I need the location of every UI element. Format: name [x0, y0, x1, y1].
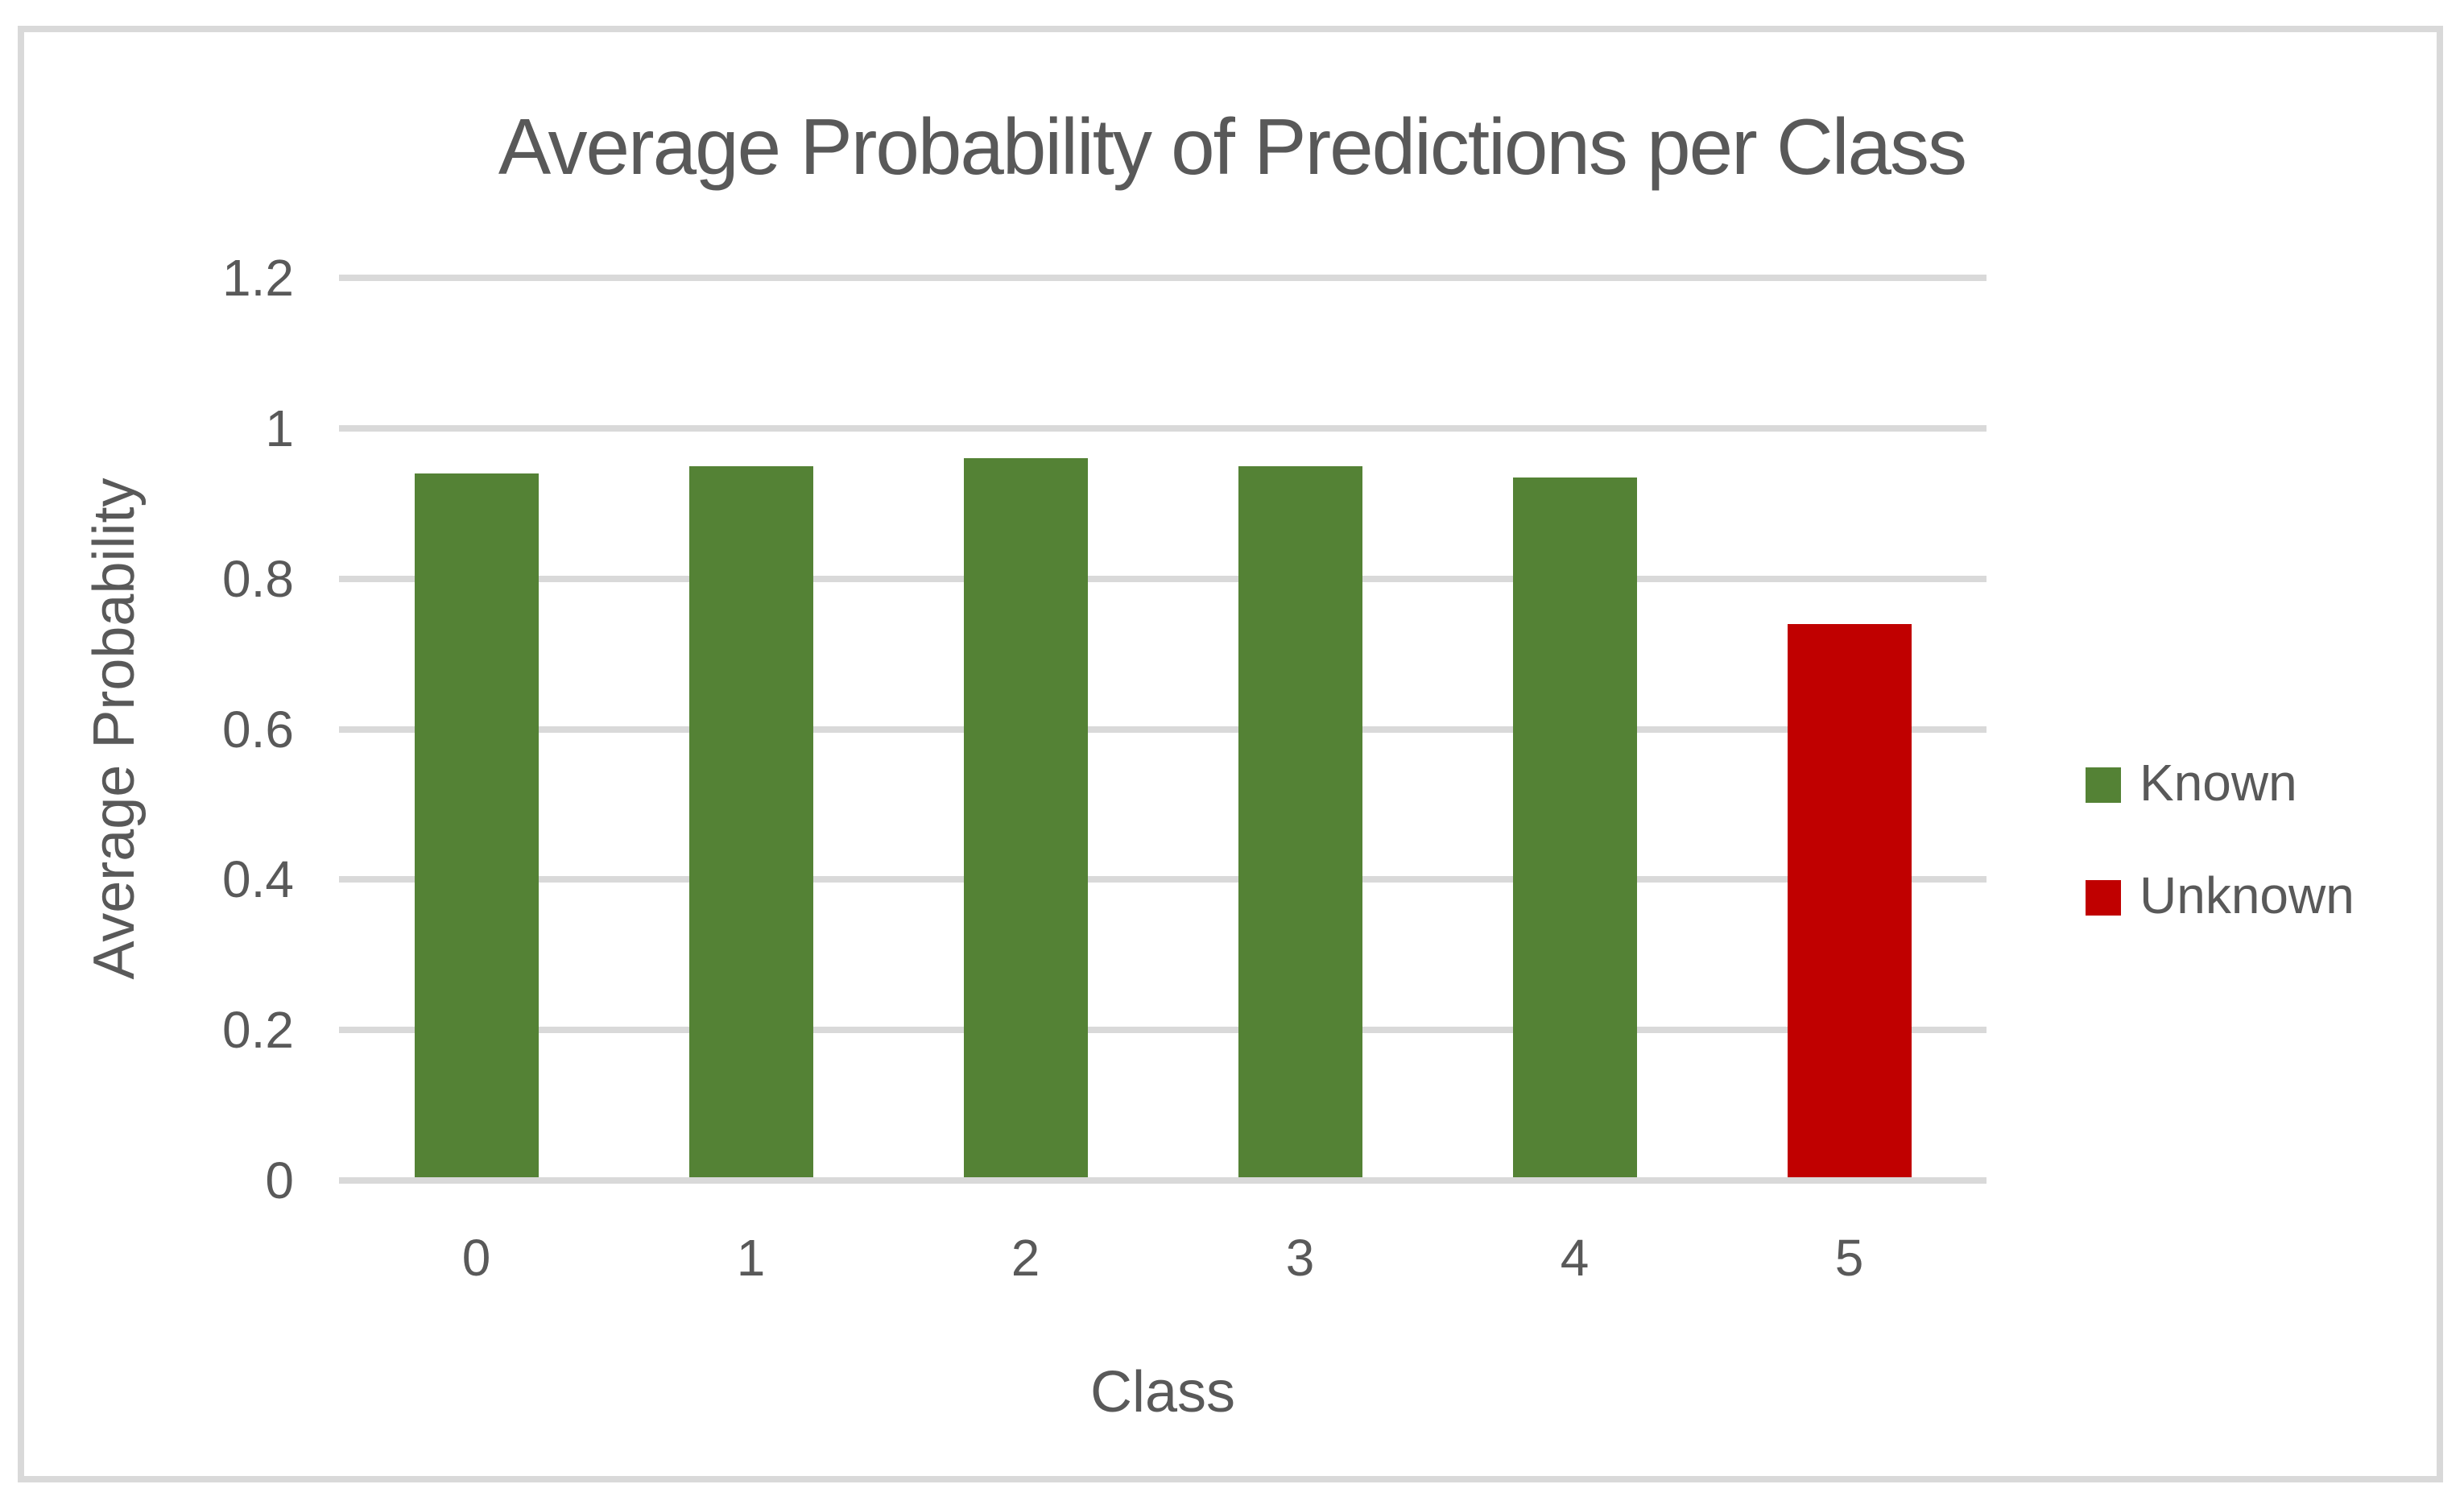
- bar-known-class-4: [1512, 477, 1637, 1177]
- gridline-0.6: [339, 726, 1986, 733]
- legend-swatch-known: [2086, 767, 2121, 803]
- y-tick-label: 0.6: [222, 700, 294, 759]
- gridline-0: [339, 1177, 1986, 1184]
- gridline-0.4: [339, 876, 1986, 883]
- legend-label: Known: [2139, 754, 2297, 812]
- x-tick-label: 3: [1285, 1229, 1315, 1287]
- x-tick-label: 1: [736, 1229, 766, 1287]
- y-tick-label: 0.2: [222, 1001, 294, 1060]
- legend-label: Unknown: [2139, 866, 2354, 925]
- y-tick-label: 0: [265, 1151, 294, 1209]
- bar-known-class-3: [1238, 465, 1362, 1177]
- gridline-0.8: [339, 575, 1986, 582]
- chart-title: Average Probability of Predictions per C…: [498, 102, 1967, 191]
- bar-known-class-1: [688, 465, 813, 1177]
- x-axis-title: Class: [1089, 1360, 1236, 1424]
- gridline-0.2: [339, 1027, 1986, 1034]
- gridline-1.2: [339, 275, 1986, 281]
- y-tick-label: 0.4: [222, 850, 294, 909]
- y-tick-label: 1: [265, 399, 294, 457]
- x-tick-label: 2: [1011, 1229, 1040, 1287]
- bar-known-class-0: [414, 473, 539, 1177]
- bar-unknown-class-5: [1787, 623, 1912, 1177]
- x-tick-label: 4: [1560, 1229, 1590, 1287]
- bar-known-class-2: [963, 458, 1088, 1177]
- y-tick-label: 0.8: [222, 549, 294, 608]
- x-tick-label: 5: [1834, 1229, 1864, 1287]
- x-tick-label: 0: [461, 1229, 491, 1287]
- legend-swatch-unknown: [2086, 880, 2121, 916]
- y-tick-label: 1.2: [222, 249, 294, 307]
- gridline-1: [339, 424, 1986, 432]
